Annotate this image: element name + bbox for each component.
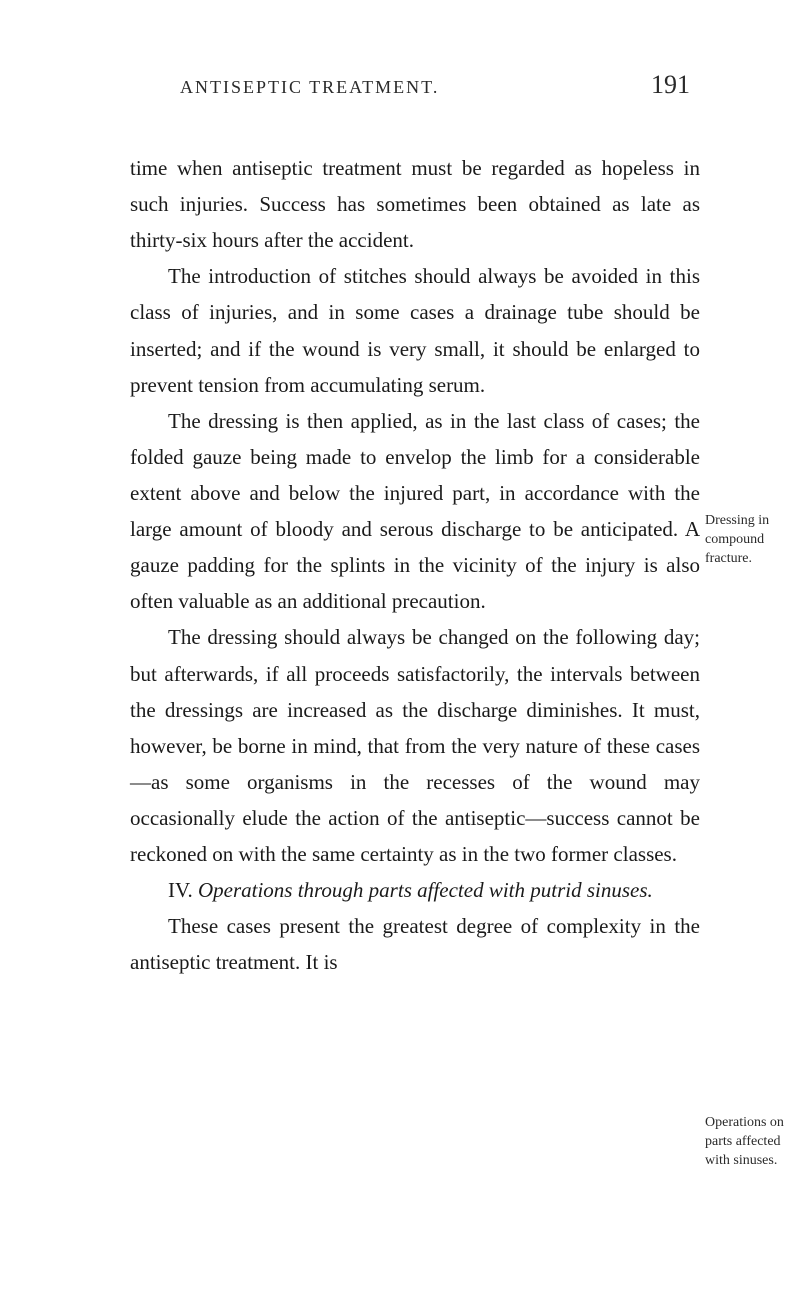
paragraph-1: time when antiseptic treatment must be r… bbox=[130, 150, 700, 258]
paragraph-2: The introduction of stitches should alwa… bbox=[130, 258, 700, 402]
page-container: ANTISEPTIC TREATMENT. 191 Dressing in co… bbox=[0, 0, 800, 1041]
paragraph-5: IV. Operations through parts affected wi… bbox=[130, 872, 700, 908]
page-header: ANTISEPTIC TREATMENT. 191 bbox=[130, 70, 700, 100]
page-number: 191 bbox=[651, 70, 690, 100]
section-number: IV. bbox=[168, 878, 198, 902]
section-title-italic: Operations through parts affected with p… bbox=[198, 878, 653, 902]
paragraph-3: The dressing is then applied, as in the … bbox=[130, 403, 700, 620]
running-head: ANTISEPTIC TREATMENT. bbox=[180, 77, 439, 98]
margin-note-dressing: Dressing in compound fracture. bbox=[705, 512, 795, 569]
body-text: Dressing in compound fracture. Operation… bbox=[130, 150, 700, 981]
paragraph-4: The dressing should always be changed on… bbox=[130, 619, 700, 872]
margin-note-operations: Operations on parts affected with sinuse… bbox=[705, 1114, 795, 1171]
paragraph-6: These cases present the greatest degree … bbox=[130, 908, 700, 980]
